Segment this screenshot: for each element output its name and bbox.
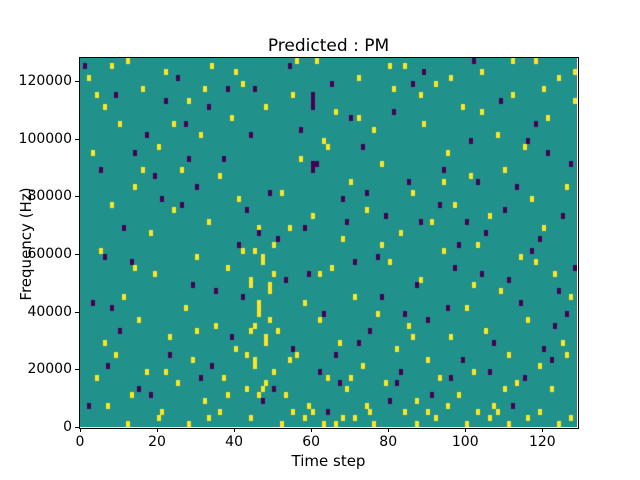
axes-frame: [79, 57, 579, 429]
x-tick-mark: [465, 428, 467, 432]
y-tick-mark: [75, 311, 79, 313]
y-tick-mark: [75, 254, 79, 256]
x-tick-mark: [542, 428, 544, 432]
y-tick-label: 40000: [27, 303, 72, 320]
x-tick-label: 60: [302, 434, 321, 450]
y-tick-mark: [75, 196, 79, 198]
heatmap-canvas: [80, 58, 577, 427]
y-tick-label: 60000: [27, 246, 72, 263]
x-tick-label: 100: [451, 434, 479, 450]
y-tick-label: 100000: [18, 130, 72, 147]
plot-title: Predicted : PM: [267, 36, 390, 56]
y-tick-label: 0: [63, 419, 72, 435]
x-tick-label: 120: [528, 434, 556, 450]
y-tick-label: 20000: [27, 361, 72, 378]
y-tick-label: 120000: [18, 73, 72, 90]
x-tick-mark: [388, 428, 390, 432]
y-tick-mark: [75, 427, 79, 428]
x-tick-mark: [80, 428, 81, 432]
x-tick-label: 40: [225, 434, 244, 450]
x-tick-mark: [157, 428, 159, 432]
x-tick-label: 80: [379, 434, 398, 450]
y-tick-label: 80000: [27, 188, 72, 205]
x-axis-label: Time step: [291, 452, 366, 470]
x-tick-mark: [311, 428, 313, 432]
x-tick-mark: [234, 428, 236, 432]
y-tick-mark: [75, 81, 79, 83]
y-tick-mark: [75, 369, 79, 371]
y-tick-mark: [75, 138, 79, 140]
x-tick-label: 20: [148, 434, 166, 450]
x-tick-label: 0: [75, 434, 85, 450]
